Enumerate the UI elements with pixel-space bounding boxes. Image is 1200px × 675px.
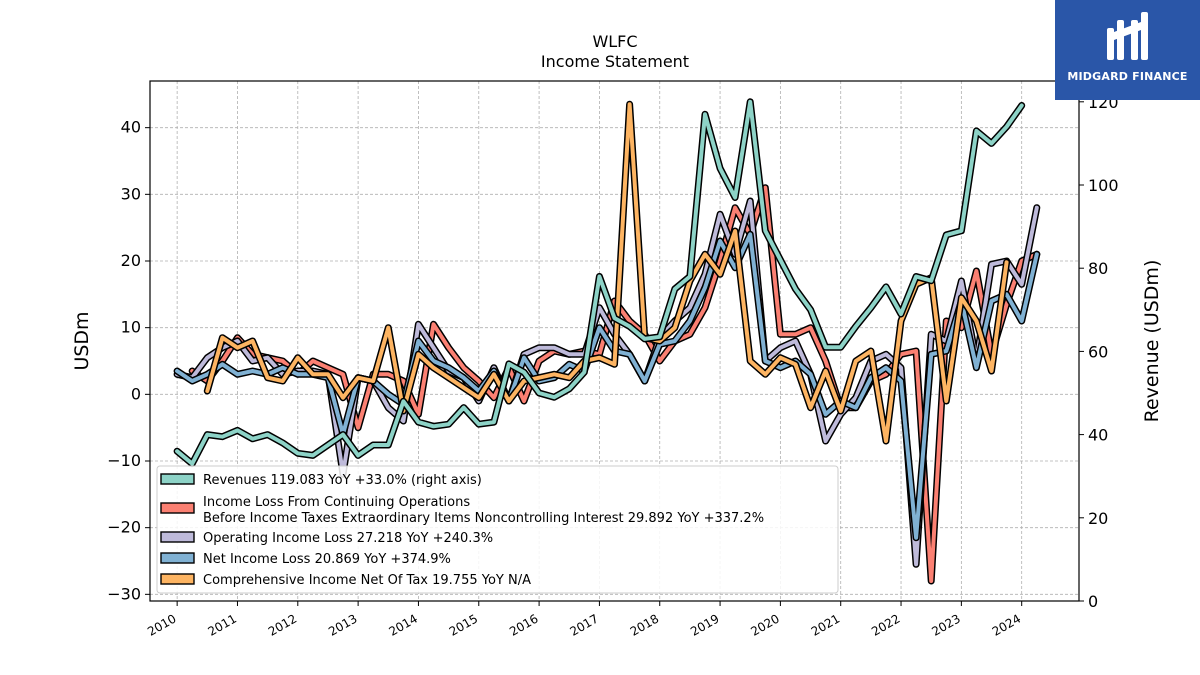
x-tick-label: 2019 (688, 611, 721, 638)
y-tick-label: −20 (107, 518, 141, 537)
legend-swatch (160, 531, 195, 543)
brand-logo: MIDGARD FINANCE (1055, 0, 1200, 100)
x-tick-label: 2013 (326, 611, 359, 638)
legend-label: Income Loss From Continuing Operations Be… (203, 495, 764, 526)
series-group (173, 98, 1041, 585)
chart-title: WLFC (592, 32, 637, 51)
x-axis: 2010 2011 2012 2013 2014 2015 2016 2017 2018 2019… (145, 601, 1023, 639)
y-tick-label: −10 (107, 451, 141, 470)
legend-swatch (160, 473, 195, 485)
x-tick-label: 2014 (386, 611, 419, 638)
y-right-tick-label: 0 (1088, 592, 1098, 611)
legend-label: Comprehensive Income Net Of Tax 19.755 Y… (203, 573, 531, 588)
y-axis-left: −30 −20 −10 0 10 20 30 40 (107, 118, 150, 603)
y-axis-right-label: Revenue (USDm) (1141, 260, 1163, 423)
y-right-tick-label: 60 (1088, 342, 1108, 361)
plot-frame (149, 80, 1080, 602)
y-right-tick-label: 40 (1088, 426, 1108, 445)
y-tick-label: 40 (121, 118, 141, 137)
y-right-tick-label: 20 (1088, 509, 1108, 528)
legend-swatch (160, 573, 195, 585)
legend-label-line: Income Loss From Continuing Operations (203, 495, 470, 510)
y-right-tick-label: 80 (1088, 259, 1108, 278)
series-line (175, 99, 1024, 466)
x-tick-label: 2011 (206, 611, 239, 638)
x-tick-label: 2010 (145, 611, 178, 638)
y-axis-label: USDm (71, 311, 93, 370)
x-tick-label: 2012 (266, 611, 299, 638)
y-tick-label: −30 (107, 584, 141, 603)
legend-swatch (160, 552, 195, 564)
brand-name: MIDGARD FINANCE (1067, 70, 1188, 83)
x-tick-label: 2020 (748, 611, 781, 638)
legend-label: Net Income Loss 20.869 YoY +374.9% (203, 552, 451, 567)
legend-box (156, 465, 839, 594)
x-tick-label: 2022 (869, 611, 902, 638)
legend-label: Operating Income Loss 27.218 YoY +240.3% (203, 531, 493, 546)
x-tick-label: 2024 (990, 611, 1023, 638)
x-tick-label: 2018 (628, 611, 661, 638)
midgard-logo-icon (1107, 12, 1148, 60)
x-tick-label: 2015 (447, 611, 480, 638)
x-tick-label: 2023 (929, 611, 962, 638)
legend: Revenues 119.083 YoY +33.0% (right axis)… (156, 465, 839, 594)
x-tick-label: 2017 (567, 611, 600, 638)
chart-subtitle: Income Statement (541, 52, 689, 71)
y-right-tick-label: 100 (1088, 176, 1119, 195)
y-tick-label: 30 (121, 184, 141, 203)
y-tick-label: 10 (121, 318, 141, 337)
legend-label-line: Before Income Taxes Extraordinary Items … (203, 511, 764, 526)
x-tick-label: 2016 (507, 611, 540, 638)
y-tick-label: 20 (121, 251, 141, 270)
legend-swatch (160, 502, 195, 514)
legend-label: Revenues 119.083 YoY +33.0% (right axis) (203, 473, 482, 488)
x-tick-label: 2021 (809, 611, 842, 638)
series-line (205, 102, 1009, 443)
y-tick-label: 0 (131, 384, 141, 403)
